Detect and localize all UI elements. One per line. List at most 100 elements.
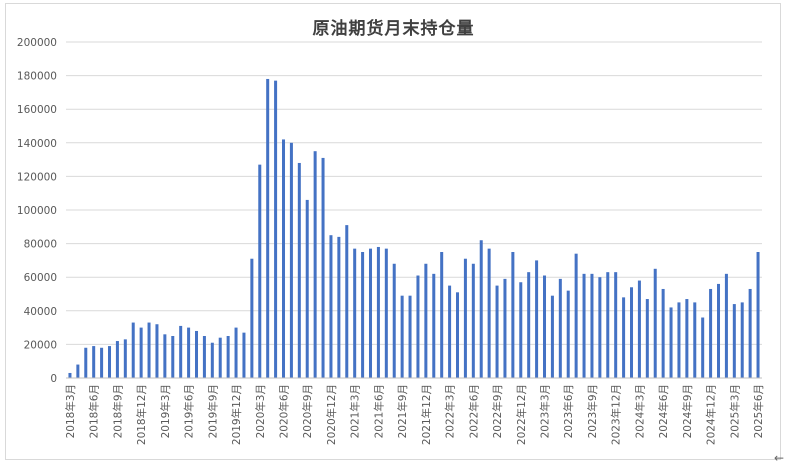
bar	[123, 339, 127, 378]
bar	[535, 260, 539, 378]
y-tick-label: 100000	[17, 205, 57, 217]
bar	[606, 272, 610, 378]
x-axis-tick-labels: 2018年3月 2018年6月 2018年9月 2018年12月 2019年3月 2019…	[64, 384, 765, 445]
bar	[724, 273, 728, 378]
bar	[400, 295, 404, 378]
bar	[282, 139, 286, 378]
scroll-left-icon[interactable]: ←	[774, 451, 785, 465]
x-tick-label: 2022年12月	[515, 384, 528, 445]
bar	[669, 307, 673, 378]
y-tick-label: 180000	[17, 71, 57, 83]
bar	[756, 252, 760, 378]
bar	[361, 252, 365, 378]
bar	[258, 164, 262, 378]
x-tick-label: 2019年3月	[159, 384, 172, 438]
bar	[289, 142, 293, 378]
x-tick-label: 2024年6月	[657, 384, 670, 438]
x-tick-label: 2019年6月	[183, 384, 196, 438]
bar	[179, 325, 183, 378]
x-tick-label: 2022年9月	[491, 384, 504, 438]
bar	[645, 299, 649, 378]
bar	[495, 285, 499, 378]
bar	[392, 263, 396, 378]
bar	[630, 287, 634, 378]
bar	[590, 273, 594, 378]
bar	[115, 341, 119, 378]
x-tick-label: 2018年3月	[64, 384, 77, 438]
bar	[661, 288, 665, 378]
x-tick-label: 2019年9月	[206, 384, 219, 438]
bar	[84, 347, 88, 378]
bar	[369, 248, 373, 378]
bar	[195, 330, 199, 378]
y-tick-label: 140000	[17, 138, 57, 150]
bar	[732, 304, 736, 378]
bar	[329, 235, 333, 378]
bar	[471, 263, 475, 378]
bar	[511, 252, 515, 378]
bar	[677, 302, 681, 378]
x-tick-label: 2018年9月	[111, 384, 124, 438]
bar	[503, 278, 507, 378]
bar	[163, 334, 167, 378]
bar	[717, 283, 721, 378]
bar	[408, 295, 412, 378]
x-tick-label: 2025年6月	[752, 384, 765, 438]
bar	[550, 295, 554, 378]
bar	[598, 277, 602, 378]
x-tick-label: 2023年12月	[610, 384, 623, 445]
bar	[266, 78, 270, 379]
bar	[313, 151, 317, 378]
bar	[155, 324, 159, 378]
bar	[226, 336, 230, 378]
x-tick-label: 2020年9月	[301, 384, 314, 438]
y-tick-label: 60000	[24, 272, 57, 284]
bar	[416, 275, 420, 378]
bar	[440, 252, 444, 378]
bar	[376, 246, 380, 378]
y-tick-label: 200000	[17, 37, 57, 49]
bar	[68, 372, 72, 378]
bar	[171, 336, 175, 378]
x-tick-label: 2024年9月	[681, 384, 694, 438]
bar	[337, 236, 341, 378]
bar	[748, 288, 752, 378]
x-tick-label: 2018年12月	[135, 384, 148, 445]
bar	[139, 327, 143, 378]
chart-frame	[5, 3, 781, 460]
bar	[519, 282, 523, 378]
bar	[653, 268, 657, 378]
x-tick-label: 2023年3月	[539, 384, 552, 438]
x-tick-label: 2020年12月	[325, 384, 338, 445]
bar	[218, 337, 222, 378]
x-tick-label: 2023年6月	[562, 384, 575, 438]
bar	[100, 347, 104, 378]
bar	[297, 162, 301, 378]
y-tick-label: 40000	[24, 306, 57, 318]
x-tick-label: 2023年9月	[586, 384, 599, 438]
y-tick-label: 80000	[24, 239, 57, 251]
gridlines	[66, 41, 762, 345]
bar	[622, 297, 626, 378]
bar	[637, 280, 641, 378]
bar	[448, 285, 452, 378]
bar	[463, 258, 467, 378]
bar	[558, 278, 562, 378]
bar	[424, 263, 428, 378]
x-tick-label: 2024年12月	[705, 384, 718, 445]
bar	[250, 258, 254, 378]
bar	[147, 322, 151, 378]
x-tick-label: 2020年6月	[278, 384, 291, 438]
bar	[210, 342, 214, 378]
bar	[108, 346, 112, 378]
x-tick-label: 2019年12月	[230, 384, 243, 445]
bar	[234, 327, 238, 378]
bar	[566, 290, 570, 378]
bar	[321, 157, 325, 378]
bar	[479, 240, 483, 378]
x-tick-label: 2021年6月	[372, 384, 385, 438]
y-tick-label: 20000	[24, 339, 57, 351]
bar	[432, 273, 436, 378]
bar	[131, 322, 135, 378]
bar	[543, 275, 547, 378]
